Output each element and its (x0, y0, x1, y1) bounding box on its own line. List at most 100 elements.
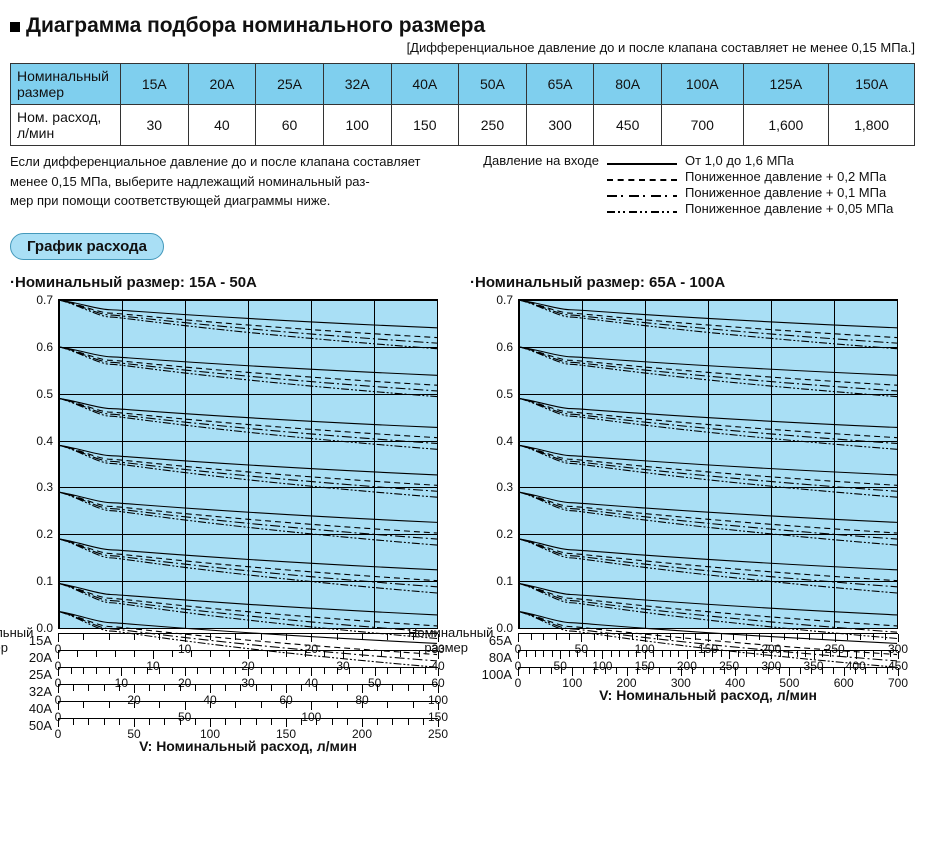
scale-ruler-0-3: 0 20 40 60 80 100 (58, 684, 438, 698)
scale-size-label-1-2: 100A (472, 667, 512, 682)
table-cell-value-7: 450 (594, 105, 662, 146)
y-axis-tick-0-1: 0.6 (36, 340, 53, 354)
scales-block-1: Номинальный размер 65A 0 50 100 150 200 250 300 8… (518, 633, 898, 681)
table-col-header-125A: 125A (743, 64, 829, 105)
legend-swatch-dashdot (607, 195, 677, 197)
page-title: Диаграмма подбора номинального размера (26, 14, 485, 38)
y-axis-tick-0-5: 0.2 (36, 527, 53, 541)
graph-chart-badge: График расхода (10, 233, 164, 260)
legend-label-3: Пониженное давление + 0,05 МПа (685, 201, 915, 216)
scale-tick-value-1-2-3: 300 (671, 676, 691, 690)
legend-caption: Давление на входе (449, 153, 599, 168)
table-col-header-50A: 50A (459, 64, 527, 105)
chart-column-1: Номинальный размер: 65A - 100AP₆: Пониже… (470, 268, 915, 754)
table-cell-value-1: 40 (188, 105, 256, 146)
table-cell-value-2: 60 (256, 105, 324, 146)
scale-ruler-1-0: 0 50 100 150 200 250 300 (518, 633, 898, 647)
scale-size-label-1-1: 80A (472, 650, 512, 665)
scale-row-0-2: 25A 0 10 20 30 40 50 60 (58, 667, 438, 681)
legend-swatch-dashdotdot (607, 211, 677, 213)
table-cell-value-3: 100 (323, 105, 391, 146)
legend-label-1: Пониженное давление + 0,2 МПа (685, 169, 915, 184)
table-col-header-80A: 80A (594, 64, 662, 105)
legend-swatch-dashed (607, 179, 677, 181)
table-cell-value-9: 1,600 (743, 105, 829, 146)
table-col-header-32A: 32A (323, 64, 391, 105)
scale-size-label-0-2: 25A (12, 667, 52, 682)
x-axis-title-0: V: Номинальный расход, л/мин (58, 738, 438, 754)
scale-size-label-0-0: 15A (12, 633, 52, 648)
chart-heading-1: Номинальный размер: 65A - 100A (470, 274, 915, 291)
scale-tick-value-0-5-2: 100 (200, 727, 220, 741)
legend-item-3: Пониженное давление + 0,05 МПа (449, 201, 915, 216)
legend-block: Давление на входе От 1,0 до 1,6 МПа Пониже… (449, 152, 915, 217)
table-cell-value-4: 150 (391, 105, 459, 146)
legend-swatch-solid (607, 163, 677, 165)
table-col-header-100A: 100A (662, 64, 744, 105)
scale-ruler-0-5: 0 50 100 150 200 250 (58, 718, 438, 732)
y-axis-tick-1-0: 0.7 (496, 293, 513, 307)
scale-tick-value-0-5-5: 250 (428, 727, 448, 741)
y-axis-tick-0-3: 0.4 (36, 434, 53, 448)
scale-size-label-0-3: 32A (12, 684, 52, 699)
scale-row-1-0: Номинальный размер 65A 0 50 100 150 200 250 300 (518, 633, 898, 647)
note-and-legend-row: Если дифференциальное давление до и посл… (10, 152, 915, 217)
scale-tick-value-0-5-0: 0 (55, 727, 62, 741)
scale-tick-value-1-2-5: 500 (779, 676, 799, 690)
note-text: Если дифференциальное давление до и посл… (10, 152, 449, 211)
table-row2-label: Ном. расход, л/мин (11, 105, 121, 146)
scales-block-0: Номинальный размер15A010203020A010203040… (58, 633, 438, 732)
scale-tick-value-0-5-4: 200 (352, 727, 372, 741)
table-cell-value-8: 700 (662, 105, 744, 146)
title-bullet-icon (10, 22, 20, 32)
scale-row-1-2: 100A 0 100 200 300 400 500 600 700 (518, 667, 898, 681)
table-header-label: Номинальный размер (11, 64, 121, 105)
scale-size-label-1-0: 65A (472, 633, 512, 648)
page-subtitle: [Дифференциальное давление до и после кл… (10, 40, 915, 55)
table-col-header-150A: 150A (829, 64, 915, 105)
scale-ruler-0-0: 0 10 20 30 (58, 633, 438, 647)
gridline-v-0-6 (437, 300, 438, 628)
scale-tick-value-0-5-1: 50 (127, 727, 140, 741)
scale-size-label-0-5: 50A (12, 718, 52, 733)
y-axis-tick-1-6: 0.1 (496, 574, 513, 588)
scale-row-0-4: 40A 0 50 100 150 (58, 701, 438, 715)
table-cell-value-10: 1,800 (829, 105, 915, 146)
scale-size-label-0-4: 40A (12, 701, 52, 716)
scale-tick-value-1-2-2: 200 (617, 676, 637, 690)
y-axis-tick-1-2: 0.5 (496, 387, 513, 401)
table-col-header-40A: 40A (391, 64, 459, 105)
table-col-header-65A: 65A (526, 64, 594, 105)
legend-item-1: Пониженное давление + 0,2 МПа (449, 169, 915, 184)
scale-ruler-1-1: 0 50 100 150 200 250 300 350 400 450 (518, 650, 898, 664)
scale-ruler-0-2: 0 10 20 30 40 50 60 (58, 667, 438, 681)
chart-plot-area-0[interactable]: 0.7 0.6 0.5 0.4 0.3 0.2 0.1 0.0 (58, 299, 438, 629)
table-col-header-25A: 25A (256, 64, 324, 105)
scale-ruler-0-4: 0 50 100 150 (58, 701, 438, 715)
scale-row-1-1: 80A 0 50 100 150 200 250 300 350 400 450 (518, 650, 898, 664)
scale-tick-value-1-2-6: 600 (834, 676, 854, 690)
scale-prefix-label-1: Номинальный размер (408, 625, 468, 655)
y-axis-tick-1-5: 0.2 (496, 527, 513, 541)
scale-row-0-3: 32A 0 20 40 60 80 100 (58, 684, 438, 698)
y-axis-tick-1-1: 0.6 (496, 340, 513, 354)
scale-row-0-0: Номинальный размер15A0 10 20 30 (58, 633, 438, 647)
gridline-v-1-6 (897, 300, 898, 628)
y-axis-tick-1-3: 0.4 (496, 434, 513, 448)
legend-item-2: Пониженное давление + 0,1 МПа (449, 185, 915, 200)
table-col-header-20A: 20A (188, 64, 256, 105)
table-cell-value-0: 30 (121, 105, 189, 146)
chart-column-0: Номинальный размер: 15A - 50AP₂: Понижен… (10, 268, 455, 754)
y-axis-tick-1-4: 0.3 (496, 480, 513, 494)
chart-heading-0: Номинальный размер: 15A - 50A (10, 274, 455, 291)
y-axis-tick-0-4: 0.3 (36, 480, 53, 494)
y-axis-tick-0-6: 0.1 (36, 574, 53, 588)
table-col-header-15A: 15A (121, 64, 189, 105)
chart-plot-area-1[interactable]: 0.7 0.6 0.5 0.4 0.3 0.2 0.1 0.0 (518, 299, 898, 629)
scale-tick-value-1-2-7: 700 (888, 676, 908, 690)
scale-ruler-0-1: 0 10 20 30 40 (58, 650, 438, 664)
y-axis-tick-0-0: 0.7 (36, 293, 53, 307)
scale-tick-value-1-2-4: 400 (725, 676, 745, 690)
charts-container: Номинальный размер: 15A - 50AP₂: Понижен… (10, 268, 915, 754)
page-title-row: Диаграмма подбора номинального размера (10, 14, 915, 38)
